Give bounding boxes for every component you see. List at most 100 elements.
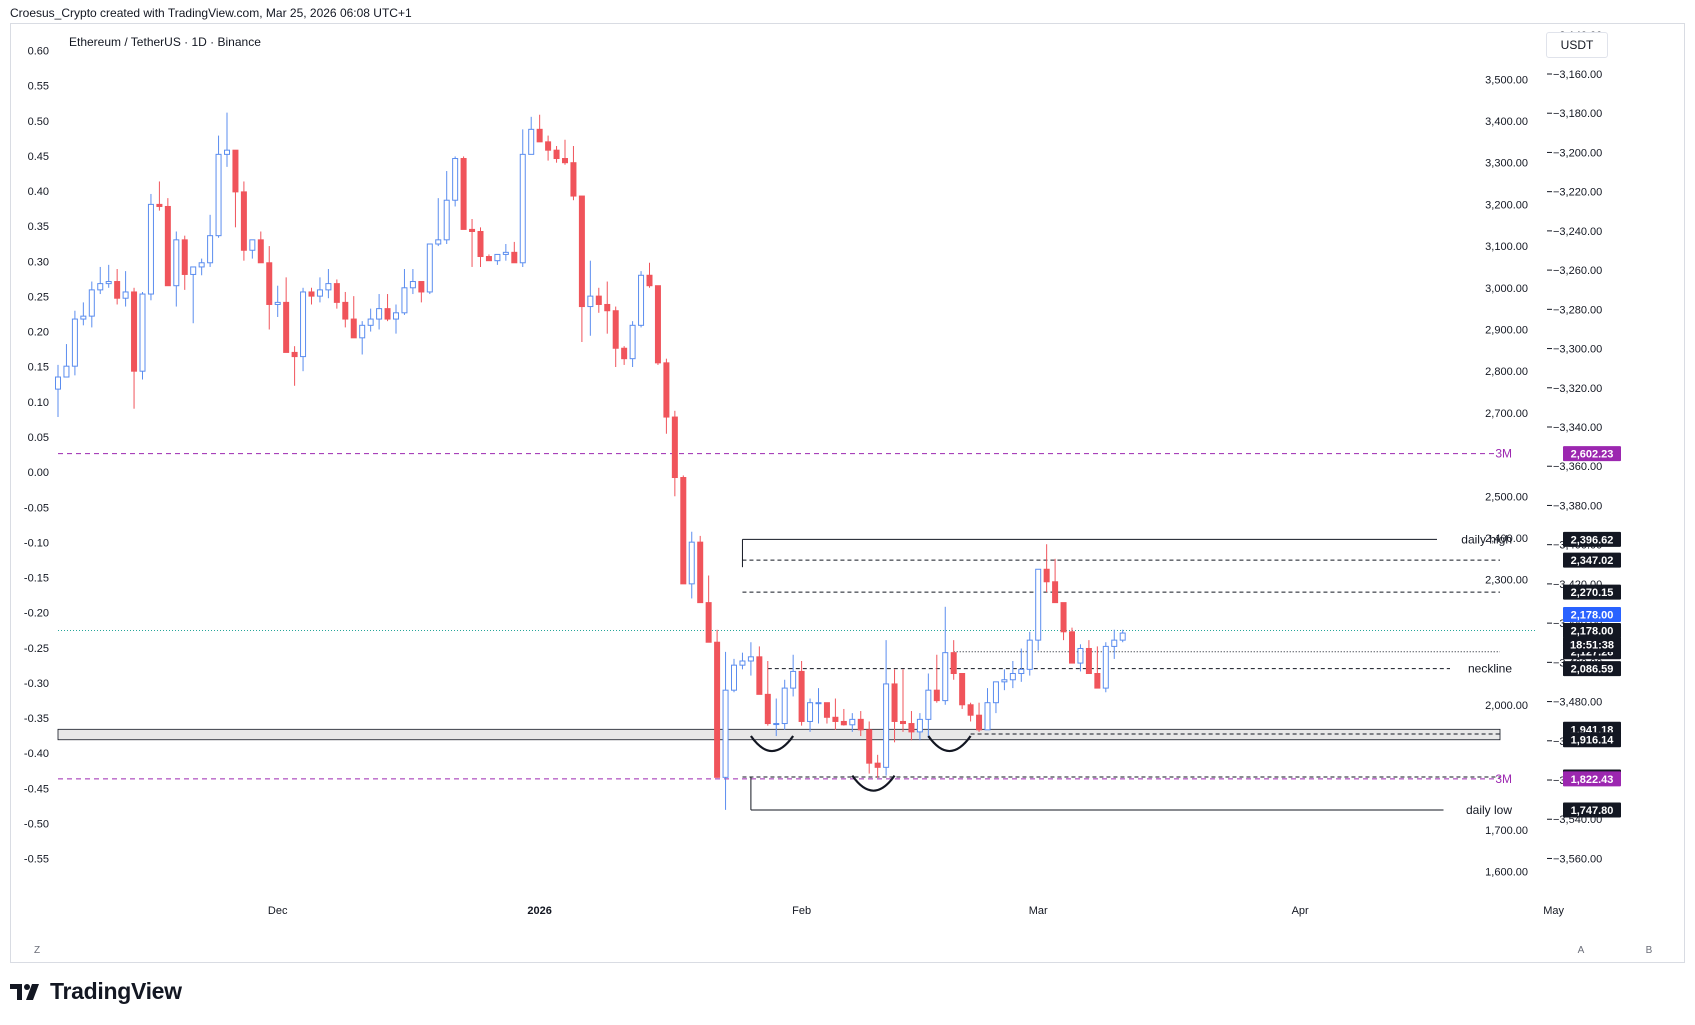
candle-down [1043,544,1050,593]
candle-body [1119,632,1126,641]
candle-up [139,291,146,380]
symbol-title[interactable]: Ethereum / TetherUS · 1D · Binance [69,35,261,49]
left-axis-tick-label: -0.50 [24,818,49,830]
candle-body [823,702,830,718]
price-tag-bg [1563,446,1621,462]
far-axis-tick-label: −3,480.00 [1553,697,1602,709]
candle-body [764,693,771,725]
candle-up [984,688,991,731]
candle-body [984,702,991,731]
candle-body [147,203,154,295]
chart-credit: Croesus_Crypto created with TradingView.… [10,6,412,20]
candle-down [308,287,315,305]
level-label: daily high [1461,532,1512,546]
price-axis-tick-label: 1,600.00 [1485,867,1528,879]
candle-up [1026,631,1033,676]
candle-body [587,295,594,308]
left-axis-tick-label: 0.05 [28,432,49,444]
candle-body [308,291,315,297]
candle-body [1060,602,1067,633]
price-axis-tick-label: 3,200.00 [1485,199,1528,211]
candle-body [511,251,518,264]
candle-up [207,214,214,267]
candle-up [122,271,129,307]
candle-body [1077,647,1084,664]
candle-body [680,477,687,585]
candle-down [570,146,577,201]
candle-body [1069,631,1075,664]
candle-body [80,315,87,320]
left-axis-tick-label: 0.50 [28,116,49,128]
candle-down [240,181,247,261]
candle-body [173,239,180,287]
candle-up [71,310,78,376]
candle-down [1060,602,1067,641]
candle-body [916,718,923,733]
candle-body [232,149,239,193]
candle-up [224,112,230,167]
auto-scale-button[interactable]: A [1577,944,1585,956]
scale-mode-button[interactable]: B [1645,944,1653,956]
candle-up [55,364,61,418]
candle-up [316,277,323,303]
candle-body [494,253,501,262]
price-axis-tick-label: 3,500.00 [1485,74,1528,86]
candle-down [350,296,357,339]
level-label: 3M [1495,772,1512,786]
candle-down [485,254,492,262]
candle-body [1111,639,1118,647]
candle-up [367,308,374,332]
price-tag-text: 1,747.80 [1571,805,1614,817]
candle-down [654,285,661,365]
candle-body [224,149,230,155]
price-axis-tick-label: 2,800.00 [1485,366,1528,378]
far-axis-tick-label: −3,280.00 [1553,304,1602,316]
time-axis-label: 2026 [527,905,551,917]
candle-up [1001,669,1008,691]
price-tag-text: 1,916.14 [1571,735,1615,747]
candle-down [798,660,805,726]
candle-up [147,193,154,301]
last-price-tag: 2,178.00 [1563,623,1621,639]
candle-body [1052,581,1059,604]
candle-up [815,688,822,724]
candle-body [578,195,585,308]
candle-down [384,294,391,322]
zoom-reset-button[interactable]: Z [33,944,41,956]
candle-body [688,541,695,585]
candle-body [367,318,374,326]
candle-body [300,291,307,358]
candle-up [1035,568,1042,651]
price-axis-tick-label: 3,300.00 [1485,158,1528,170]
left-axis-tick-label: 0.00 [28,467,49,479]
left-axis-tick-label: -0.45 [24,783,49,795]
tradingview-logo[interactable]: TradingView [10,978,182,1005]
left-axis-tick-label: -0.30 [24,678,49,690]
price-axis-tick-label: 2,300.00 [1485,575,1528,587]
candle-down [933,654,940,703]
time-axis-label: Dec [268,905,288,917]
candle-up [88,281,95,328]
candle-body [409,281,416,289]
left-axis-tick-label: 0.10 [28,397,49,409]
candle-down [959,673,966,709]
left-axis-tick-label: -0.05 [24,502,49,514]
candle-down [131,287,138,409]
candle-body [908,723,915,733]
candle-body [933,689,940,702]
left-axis-tick-label: -0.40 [24,748,49,760]
candle-body [215,153,222,237]
candle-body [621,347,628,360]
far-axis-tick-label: −3,560.00 [1553,853,1602,865]
currency-button[interactable]: USDT [1546,32,1608,58]
candle-body [1026,639,1033,670]
candle-body [1001,679,1008,683]
candle-body [866,729,873,764]
candle-up [883,640,890,776]
candle-up [435,198,442,247]
candle-body [874,762,881,768]
price-tag-bg [1563,531,1621,547]
candle-up [1111,629,1118,659]
candle-body [207,235,214,264]
